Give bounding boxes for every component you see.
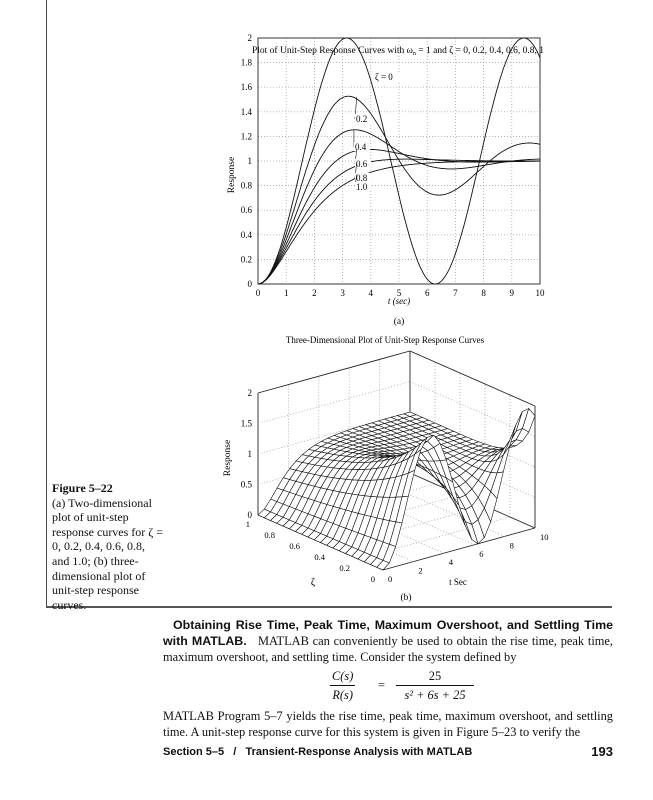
axis-edge <box>257 350 411 394</box>
grid-line <box>332 505 486 549</box>
t-tick-label: 0 <box>388 574 392 584</box>
y-tick-label: 0.2 <box>241 254 252 264</box>
surface-patch <box>376 560 390 571</box>
response-curve <box>258 95 541 285</box>
chart-2d-xlabel: t (sec) <box>388 296 410 306</box>
x-tick-label: 7 <box>453 288 458 298</box>
page-number: 193 <box>591 744 613 759</box>
x-tick-label: 10 <box>536 288 546 298</box>
t-tick-label: 10 <box>540 532 549 542</box>
figure-box-bottom-rule <box>46 606 612 608</box>
figure-caption: Figure 5–22 (a) Two-dimensional plot of … <box>52 481 164 612</box>
x-tick-label: 3 <box>340 288 345 298</box>
running-footer-section: Section 5–5 / Transient-Response Analysi… <box>163 746 473 758</box>
x-tick-label: 9 <box>510 288 515 298</box>
paragraph-2: MATLAB Program 5–7 yields the rise time,… <box>163 708 613 739</box>
zeta-tick-label: 0.2 <box>339 563 350 573</box>
transfer-function-equation: C(s) R(s) = 25 s² + 6s + 25 <box>163 668 613 708</box>
z-tick-label: 0 <box>248 510 253 520</box>
eq-lhs-denominator: R(s) <box>332 687 353 702</box>
label-backdrop <box>354 142 370 151</box>
z-tick-label: 1 <box>248 449 253 459</box>
label-backdrop <box>355 114 371 123</box>
t-tick-label: 6 <box>479 549 483 559</box>
eq-rhs-numerator: 25 <box>396 668 474 686</box>
zeta-tick-label: 1 <box>246 519 250 529</box>
y-tick-label: 1.6 <box>241 82 253 92</box>
zeta-tick-label: 0.6 <box>289 541 300 551</box>
z-tick-label: 2 <box>248 388 253 398</box>
curve-label: 1.0 <box>356 182 368 192</box>
eq-rhs-denominator: s² + 6s + 25 <box>404 687 466 702</box>
t-tick-label: 4 <box>449 557 454 567</box>
t-tick-label: 2 <box>418 566 422 576</box>
response-curve <box>258 37 541 285</box>
panel-label-a: (a) <box>394 316 405 327</box>
section-heading: Obtaining Rise Time, Peak Time, Maximum … <box>163 618 613 649</box>
x-tick-label: 0 <box>256 288 261 298</box>
curve-label: 0.2 <box>356 114 367 124</box>
chart-2d-step-response: Plot of Unit-Step Response Curves with ω… <box>227 33 546 327</box>
curve-label: 0.6 <box>356 159 368 169</box>
panel-label-b: (b) <box>400 592 411 603</box>
x-tick-label: 2 <box>312 288 317 298</box>
y-tick-label: 0.6 <box>241 205 253 215</box>
x-tick-label: 8 <box>481 288 486 298</box>
x-tick-label: 5 <box>397 288 402 298</box>
y-tick-label: 0.4 <box>241 230 253 240</box>
label-backdrop <box>355 159 371 168</box>
page-footer: Section 5–5 / Transient-Response Analysi… <box>163 744 613 759</box>
y-tick-label: 1.2 <box>241 131 252 141</box>
chart-3d-surface: Three-Dimensional Plot of Unit-Step Resp… <box>223 335 549 603</box>
zeta-tick-label: 0 <box>371 574 375 584</box>
y-tick-label: 2 <box>248 33 253 43</box>
caption-text: (a) Two-dimensional plot of unit-step re… <box>52 495 164 612</box>
label-backdrop <box>355 182 371 191</box>
curve-label: ζ = 0 <box>375 72 393 82</box>
curve-label: 0.8 <box>356 173 368 183</box>
x-tick-label: 1 <box>284 288 289 298</box>
axis-edge <box>382 527 536 571</box>
zeta-tick-label: 0.4 <box>314 552 325 562</box>
axis-edge <box>409 350 536 407</box>
chart-3d-title: Three-Dimensional Plot of Unit-Step Resp… <box>286 335 485 345</box>
paragraph-1: MATLAB can conveniently be used to obtai… <box>163 634 613 665</box>
chart-3d-zlabel: Response <box>223 440 233 476</box>
grid-line <box>357 516 511 560</box>
grid-line <box>257 381 411 424</box>
body-text: Obtaining Rise Time, Peak Time, Maximum … <box>163 617 613 740</box>
t-tick-label: 8 <box>510 540 514 550</box>
response-curve <box>258 148 540 285</box>
grid-line <box>257 411 411 455</box>
y-tick-label: 0.8 <box>241 181 253 191</box>
x-tick-label: 4 <box>369 288 374 298</box>
response-curve <box>258 158 540 285</box>
response-curve <box>258 129 540 285</box>
eq-equals: = <box>378 677 385 692</box>
chart-2d-title: Plot of Unit-Step Response Curves with ω… <box>252 45 544 57</box>
figure-box-left-rule <box>46 0 47 607</box>
y-tick-label: 1.4 <box>241 107 253 117</box>
x-tick-label: 6 <box>425 288 430 298</box>
label-backdrop <box>355 173 371 182</box>
curve-label: 0.4 <box>355 142 367 152</box>
figure-number: Figure 5–22 <box>52 481 113 495</box>
y-tick-label: 1 <box>248 156 253 166</box>
zeta-tick-label: 0.8 <box>264 530 275 540</box>
z-tick-label: 1.5 <box>241 419 253 429</box>
y-tick-label: 1.8 <box>241 58 253 68</box>
y-tick-label: 0 <box>248 279 253 289</box>
chart-2d-ylabel: Response <box>227 157 237 193</box>
eq-lhs-numerator: C(s) <box>330 668 356 686</box>
z-tick-label: 0.5 <box>241 480 253 490</box>
chart-3d-ylabel: ζ <box>311 577 315 588</box>
chart-3d-xlabel: t Sec <box>449 577 467 587</box>
response-curve <box>258 160 540 285</box>
label-backdrop <box>374 72 400 81</box>
